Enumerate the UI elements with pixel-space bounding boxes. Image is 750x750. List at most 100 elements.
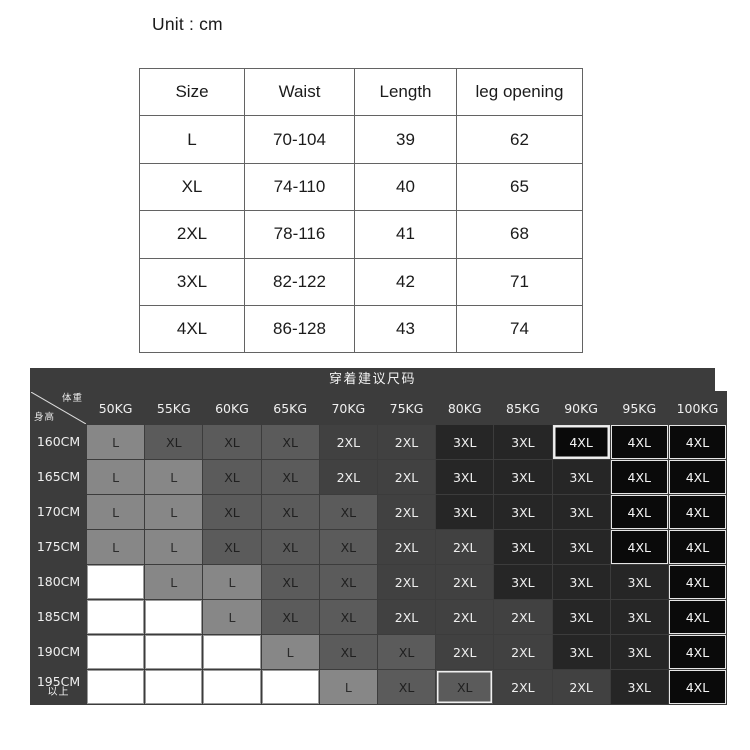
size-cell: XL [319, 530, 377, 564]
measurement-table: Size Waist Length leg opening L 70-104 39 6… [139, 67, 583, 354]
size-cell: 2XL [494, 600, 552, 634]
size-cell: L [203, 565, 261, 599]
recommended-size-table-body: 160CM L XL XL XL 2XL 2XL 3XL 3XL 4XL 4XL 4XL 165CM L L… [31, 425, 727, 704]
size-cell: XL [261, 460, 319, 494]
size-cell: 3XL [494, 425, 552, 459]
size-cell: XL [203, 530, 261, 564]
cell-length: 40 [354, 162, 457, 212]
weight-header-cell: 95KG [610, 392, 668, 424]
column-header-leg-opening: leg opening [456, 67, 583, 117]
size-cell: 4XL [668, 530, 727, 564]
size-cell: 3XL [610, 565, 668, 599]
size-cell: 3XL [610, 670, 668, 704]
weight-header-cell: 100KG [668, 392, 727, 424]
size-cell: 4XL [668, 600, 727, 634]
measurement-table-row: XL 74-110 40 65 [139, 162, 583, 212]
measurement-table-body: L 70-104 39 62 XL 74-110 40 65 2XL 78-116 41 68 3XL 8… [139, 115, 583, 354]
height-header-cell: 165CM [31, 460, 86, 494]
size-cell-empty [87, 565, 145, 599]
recommended-size-table: 体重 身高 50KG 55KG 60KG 65KG 70KG 75KG 80KG 85KG 90… [30, 391, 728, 705]
measurement-table-row: 2XL 78-116 41 68 [139, 210, 583, 259]
size-cell: 2XL [494, 635, 552, 669]
height-header-cell: 170CM [31, 495, 86, 529]
height-header-value: 160CM [36, 433, 81, 449]
size-cell: 3XL [552, 460, 610, 494]
size-cell: 2XL [377, 495, 436, 529]
size-cell: L [261, 635, 319, 669]
size-grid-row: 195CM 以上 L XL XL 2XL 2XL 3XL 4XL [31, 670, 727, 704]
size-cell: 2XL [377, 460, 436, 494]
unit-label: Unit : cm [152, 14, 223, 34]
size-cell: 2XL [436, 600, 494, 634]
height-axis-label: 身高 [34, 412, 56, 423]
size-cell: 2XL [319, 425, 377, 459]
measurement-table-row: 3XL 82-122 42 71 [139, 257, 583, 306]
size-cell: 4XL [668, 635, 727, 669]
size-cell: 4XL [668, 460, 727, 494]
weight-header-cell: 90KG [552, 392, 610, 424]
size-cell: L [87, 425, 145, 459]
size-cell: 2XL [436, 530, 494, 564]
weight-header-cell: 80KG [436, 392, 494, 424]
size-cell: XL [261, 600, 319, 634]
size-cell: L [319, 670, 377, 704]
cell-leg-opening: 74 [456, 304, 583, 354]
height-header-value: 170CM [36, 503, 81, 519]
size-cell: 3XL [436, 460, 494, 494]
size-cell: 2XL [494, 670, 552, 704]
size-cell: 3XL [494, 460, 552, 494]
size-grid-row: 175CM L L XL XL XL 2XL 2XL 3XL 3XL 4XL 4XL [31, 530, 727, 564]
height-header-cell: 180CM [31, 565, 86, 599]
size-cell: 3XL [610, 600, 668, 634]
size-cell: XL [145, 425, 203, 459]
cell-leg-opening: 71 [456, 257, 583, 306]
weight-header-row: 体重 身高 50KG 55KG 60KG 65KG 70KG 75KG 80KG 85KG 90… [31, 392, 727, 424]
size-cell: XL [319, 565, 377, 599]
size-cell: XL [203, 460, 261, 494]
height-header-value: 180CM [36, 573, 81, 589]
size-cell: XL [319, 495, 377, 529]
size-cell: L [87, 495, 145, 529]
height-header-suffix: 以上 [47, 687, 70, 699]
size-cell-empty [203, 670, 261, 704]
height-header-value: 175CM [36, 538, 81, 554]
cell-size: L [139, 115, 245, 164]
size-cell: XL [261, 530, 319, 564]
size-cell: 4XL [610, 460, 668, 494]
size-cell: 2XL [377, 425, 436, 459]
size-cell: 2XL [552, 670, 610, 704]
size-cell: 3XL [552, 635, 610, 669]
size-cell: XL [436, 670, 494, 704]
size-grid-row: 165CM L L XL XL 2XL 2XL 3XL 3XL 3XL 4XL 4XL [31, 460, 727, 494]
size-cell-empty [87, 600, 145, 634]
height-header-cell: 185CM [31, 600, 86, 634]
recommended-size-panel: 穿着建议尺码 体重 身高 50KG 55KG 60KG 65KG 70KG 75KG 80K… [30, 368, 728, 705]
size-cell-empty [261, 670, 319, 704]
size-cell: 3XL [552, 600, 610, 634]
size-cell: L [145, 530, 203, 564]
size-cell: 4XL [552, 425, 610, 459]
size-grid-row: 190CM L XL XL 2XL 2XL 3XL 3XL 4XL [31, 635, 727, 669]
size-cell: 3XL [552, 495, 610, 529]
column-header-length: Length [354, 67, 457, 117]
cell-size: 3XL [139, 257, 245, 306]
weight-axis-label: 体重 [61, 393, 83, 404]
weight-header-cell: 50KG [87, 392, 145, 424]
size-cell: L [145, 495, 203, 529]
size-cell: 3XL [436, 425, 494, 459]
measurement-table-row: L 70-104 39 62 [139, 115, 583, 164]
size-cell: 4XL [610, 530, 668, 564]
cell-length: 43 [354, 304, 457, 354]
size-cell: XL [319, 635, 377, 669]
cell-leg-opening: 65 [456, 162, 583, 212]
size-cell: L [203, 600, 261, 634]
size-cell-empty [145, 635, 203, 669]
size-cell: 3XL [610, 635, 668, 669]
size-cell: 2XL [436, 635, 494, 669]
weight-header-cell: 55KG [145, 392, 203, 424]
height-header-value: 165CM [36, 468, 81, 484]
recommended-size-title: 穿着建议尺码 [30, 368, 715, 391]
size-cell: 2XL [319, 460, 377, 494]
cell-waist: 74-110 [244, 162, 355, 212]
size-cell: XL [261, 495, 319, 529]
